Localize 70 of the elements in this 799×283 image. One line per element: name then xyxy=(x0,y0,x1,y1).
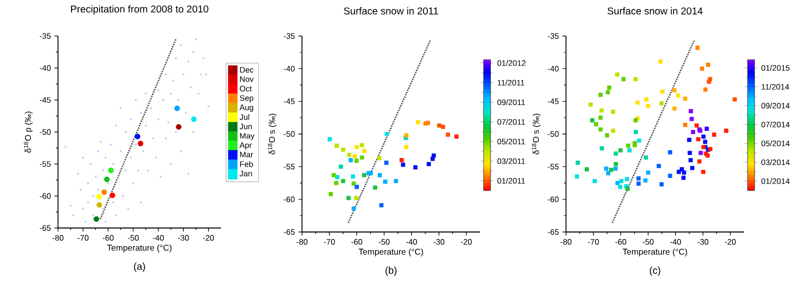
point xyxy=(384,160,388,165)
point xyxy=(416,120,420,124)
point xyxy=(348,158,353,162)
point xyxy=(328,137,332,142)
point xyxy=(352,182,356,186)
point xyxy=(176,124,182,130)
chart-title: Precipitation from 2008 to 2010 xyxy=(71,5,208,14)
point xyxy=(104,176,110,182)
point xyxy=(96,202,102,208)
point xyxy=(400,158,404,162)
point xyxy=(94,216,100,222)
point xyxy=(362,173,366,178)
point xyxy=(394,178,398,184)
point xyxy=(368,171,373,176)
point xyxy=(383,180,388,184)
point xyxy=(440,124,446,129)
point xyxy=(335,175,340,180)
point xyxy=(446,132,450,137)
point xyxy=(378,173,382,178)
point xyxy=(354,184,359,190)
y-axis-title: δ$^{18}$O s (‰) xyxy=(268,114,277,154)
x-axis-title: Temperature (°C) xyxy=(358,248,423,256)
point xyxy=(360,143,364,148)
x-axis-title: Temperature (°C) xyxy=(622,248,687,256)
point xyxy=(413,165,418,170)
point xyxy=(174,106,180,112)
point xyxy=(347,152,352,158)
y-axis-title: δ$^{18}$O p (‰) xyxy=(24,112,33,153)
point xyxy=(400,162,406,167)
point xyxy=(373,185,378,190)
point xyxy=(379,203,384,208)
point xyxy=(362,148,366,154)
point xyxy=(101,189,107,195)
point xyxy=(340,178,346,184)
chart-title: Surface snow in 2011 xyxy=(344,7,438,14)
point xyxy=(346,196,351,200)
point xyxy=(354,196,358,200)
text: (a) xyxy=(134,262,145,272)
point xyxy=(350,174,356,179)
chart-title: Surface snow in 2014 xyxy=(608,7,703,14)
point xyxy=(352,206,356,211)
point xyxy=(352,154,357,158)
point xyxy=(432,153,436,158)
point xyxy=(354,144,359,150)
text: (c) xyxy=(650,266,660,276)
point xyxy=(110,192,116,198)
point xyxy=(138,140,144,146)
point xyxy=(377,156,382,160)
point xyxy=(191,116,197,122)
point xyxy=(426,162,431,166)
point xyxy=(96,194,102,200)
text: (b) xyxy=(386,266,396,276)
point xyxy=(360,155,364,160)
point xyxy=(338,164,343,169)
point xyxy=(334,144,339,148)
point xyxy=(332,173,336,178)
point xyxy=(384,132,389,136)
point xyxy=(404,133,408,138)
point xyxy=(108,168,114,174)
point xyxy=(404,144,408,150)
x-axis-title: Temperature (°C) xyxy=(107,244,172,252)
point xyxy=(437,123,442,128)
point xyxy=(340,148,346,152)
point xyxy=(328,192,333,196)
point xyxy=(334,180,338,186)
point xyxy=(354,158,359,163)
y-axis-title: δ$^{18}$O s (‰) xyxy=(532,114,541,154)
point xyxy=(454,134,459,139)
point xyxy=(426,120,430,125)
point xyxy=(134,134,140,140)
